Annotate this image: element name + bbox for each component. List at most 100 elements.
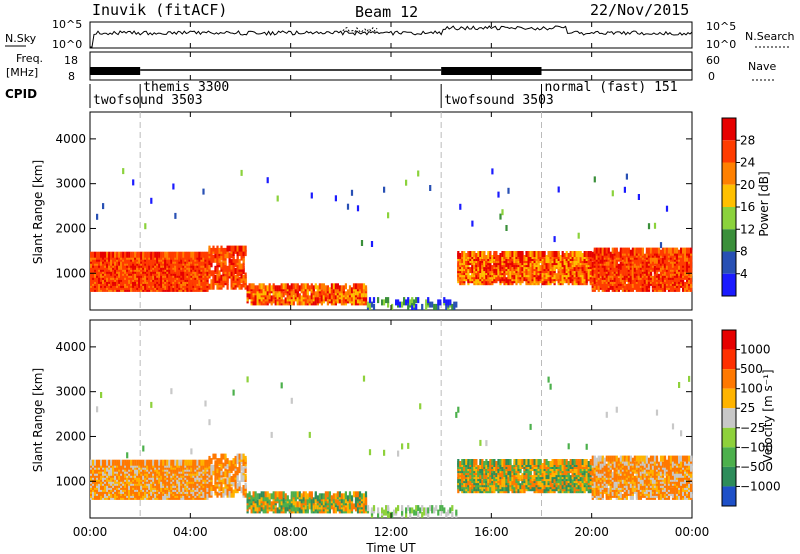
heatmap-cell [302,289,305,296]
heatmap-cell [577,232,580,239]
heatmap-cell [238,453,241,460]
heatmap-cell [623,247,626,254]
ytick-label: 3000 [55,177,86,191]
heatmap-cell [362,283,366,290]
heatmap-cell [110,251,113,258]
heatmap-cell [254,297,257,304]
heatmap-cell [178,251,181,258]
heatmap-cell [575,277,578,284]
heatmap-cell [258,493,261,500]
heatmap-cell [607,269,610,276]
heatmap-cell [120,459,123,466]
heatmap-cell [218,485,221,491]
heatmap-cell [565,261,568,268]
heatmap-cell [483,251,486,257]
heatmap-cell [232,458,235,465]
heatmap-cell [344,291,347,298]
heatmap-cell [276,195,279,202]
heatmap-cell [667,261,671,268]
heatmap-cell [332,293,335,300]
heatmap-cell [314,503,317,510]
heatmap-cell [316,495,319,502]
heatmap-cell [575,265,578,272]
heatmap-cell [252,283,255,290]
heatmap-cell [148,459,151,466]
heatmap-cell [663,261,667,268]
heatmap-cell [599,281,602,288]
heatmap-cell [613,247,616,254]
heatmap-cell [262,283,265,290]
heatmap-cell [236,458,239,465]
heatmap-cell [224,469,227,476]
heatmap-cell [228,245,231,252]
heatmap-cell [621,247,624,254]
heatmap-cell [577,251,580,257]
heatmap-cell [686,259,689,266]
heatmap-cell [294,291,297,298]
heatmap-cell [352,283,356,290]
heatmap-cell [296,289,299,296]
heatmap-cell [665,247,669,254]
heatmap-cell [232,254,235,261]
heatmap-cell [136,459,139,466]
heatmap-cell [112,459,115,466]
heatmap-cell [690,247,693,254]
heatmap-cell [505,257,508,264]
heatmap-cell [593,247,596,254]
heatmap-cell [216,274,219,281]
heatmap-cell [346,295,350,302]
heatmap-cell [318,291,321,298]
heatmap-cell [144,223,147,230]
heatmap-cell [234,274,237,281]
heatmap-cell [497,255,500,261]
heatmap-cell [362,291,366,298]
heatmap-cell [288,285,291,292]
heatmap-cell [623,186,626,193]
heatmap-cell [272,293,275,300]
heatmap-cell [266,501,269,508]
heatmap-cell [96,459,99,466]
heatmap-cell [529,255,532,261]
heatmap-cell [499,213,502,220]
heatmap-cell [457,261,460,268]
heatmap-cell [557,261,560,268]
heatmap-cell [266,285,269,292]
heatmap-cell [252,295,255,302]
heatmap-cell [292,491,295,498]
heatmap-cell [521,251,524,257]
heatmap-cell [643,281,646,288]
heatmap-cell [491,168,494,175]
heatmap-cell [290,491,293,498]
heatmap-cell [328,499,331,506]
heatmap-cell [106,459,109,466]
heatmap-cell [352,293,356,300]
heatmap-cell [625,247,628,254]
heatmap-cell [226,469,229,476]
heatmap-cell [405,299,408,306]
heatmap-cell [212,254,215,261]
heatmap-cell [675,253,679,260]
heatmap-cell [549,257,552,264]
heatmap-cell [288,499,291,506]
heatmap-cell [511,251,514,257]
heatmap-cell [481,251,484,257]
heatmap-cell [601,247,604,254]
heatmap-cell [671,285,675,292]
heatmap-cell [266,293,269,300]
heatmap-cell [306,293,309,300]
heatmap-cell [360,299,364,306]
heatmap-cell [292,299,295,306]
heatmap-cell [240,263,243,270]
heatmap-cell [639,247,642,254]
heatmap-cell [583,273,586,280]
heatmap-cell [130,459,133,466]
heatmap-cell [593,271,596,278]
heatmap-cell [212,270,215,277]
heatmap-cell [599,277,602,284]
heatmap-cell [124,251,127,258]
nsearch-tick-bottom: 10^0 [706,38,736,51]
heatmap-cell [559,255,562,261]
heatmap-cell [118,459,121,466]
heatmap-cell [242,245,245,252]
heatmap-cell [236,281,239,288]
